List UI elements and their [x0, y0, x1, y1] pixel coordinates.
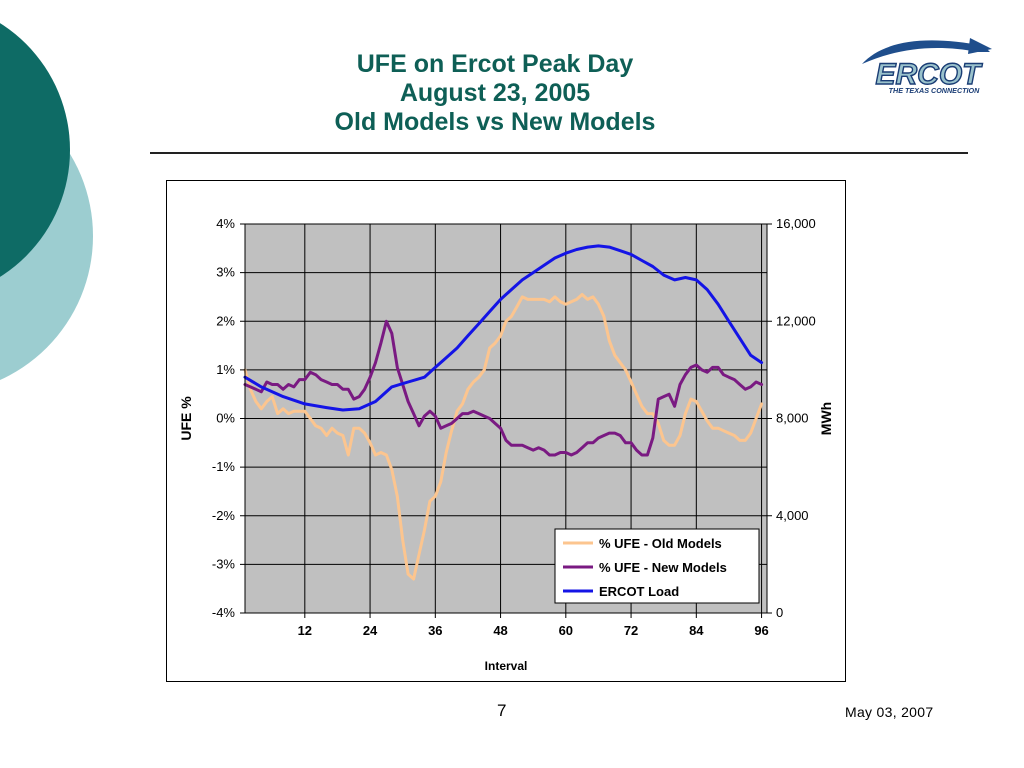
left-tick-label: 0%: [216, 411, 235, 426]
old-models-line: [243, 293, 764, 581]
series-lines: [243, 244, 764, 581]
title-line-3: Old Models vs New Models: [334, 108, 656, 136]
left-tick-label: -4%: [212, 605, 236, 620]
left-tick-label: -1%: [212, 459, 236, 474]
right-tick-label: 4,000: [776, 508, 809, 523]
x-tick-label: 36: [428, 623, 442, 638]
x-tick-label: 12: [298, 623, 312, 638]
chart-frame: 4% 3% 2% 1% 0% -1% -2% -3% -4% 16,000 12,000 8,000…: [166, 180, 846, 682]
title-line-2: August 23, 2005: [399, 79, 591, 107]
left-tick-label: 4%: [216, 216, 235, 231]
legend: % UFE - Old Models % UFE - New Models ERCO…: [554, 528, 760, 604]
right-tick-label: 16,000: [776, 216, 816, 231]
ercot-logo: ERCOT THE TEXAS CONNECTION: [862, 38, 992, 95]
legend-label: % UFE - Old Models: [599, 536, 722, 551]
right-axis-ticks: 16,000 12,000 8,000 4,000 0: [767, 216, 816, 620]
legend-label: ERCOT Load: [599, 584, 679, 599]
page-number: 7: [497, 701, 507, 720]
left-tick-label: 3%: [216, 265, 235, 280]
x-tick-label: 24: [363, 623, 378, 638]
left-tick-label: -3%: [212, 556, 236, 571]
new-models-line: [243, 319, 764, 457]
logo-arrow: [968, 38, 992, 54]
left-axis-ticks: 4% 3% 2% 1% 0% -1% -2% -3% -4%: [212, 216, 245, 620]
ufe-line-chart: 4% 3% 2% 1% 0% -1% -2% -3% -4% 16,000 12,000 8,000…: [178, 216, 834, 673]
left-axis-label: UFE %: [178, 396, 194, 441]
x-tick-label: 96: [754, 623, 768, 638]
left-tick-label: 1%: [216, 362, 235, 377]
right-tick-label: 12,000: [776, 313, 816, 328]
logo-swoosh: [862, 40, 990, 64]
right-tick-label: 0: [776, 605, 783, 620]
right-axis-label: MWh: [818, 402, 834, 435]
title-divider: [150, 152, 968, 154]
slide-date: May 03, 2007: [845, 704, 934, 720]
right-tick-label: 8,000: [776, 411, 809, 426]
title-line-1: UFE on Ercot Peak Day: [356, 50, 634, 78]
x-tick-label: 84: [689, 623, 704, 638]
logo-name: ERCOT: [876, 58, 984, 91]
ercot-load-line: [243, 244, 764, 412]
slide-title: UFE on Ercot Peak Day August 23, 2005 Ol…: [250, 50, 740, 137]
logo-tagline: THE TEXAS CONNECTION: [889, 86, 980, 95]
left-tick-label: 2%: [216, 313, 235, 328]
decorative-circles: [0, 23, 93, 380]
legend-label: % UFE - New Models: [599, 560, 727, 575]
x-tick-label: 48: [493, 623, 507, 638]
x-tick-label: 60: [559, 623, 573, 638]
x-axis-ticks: 12 24 36 48 60 72 84 96: [298, 613, 769, 638]
left-tick-label: -2%: [212, 508, 236, 523]
x-tick-label: 72: [624, 623, 638, 638]
dark-circle: [0, 23, 70, 277]
x-axis-label: Interval: [485, 659, 528, 673]
